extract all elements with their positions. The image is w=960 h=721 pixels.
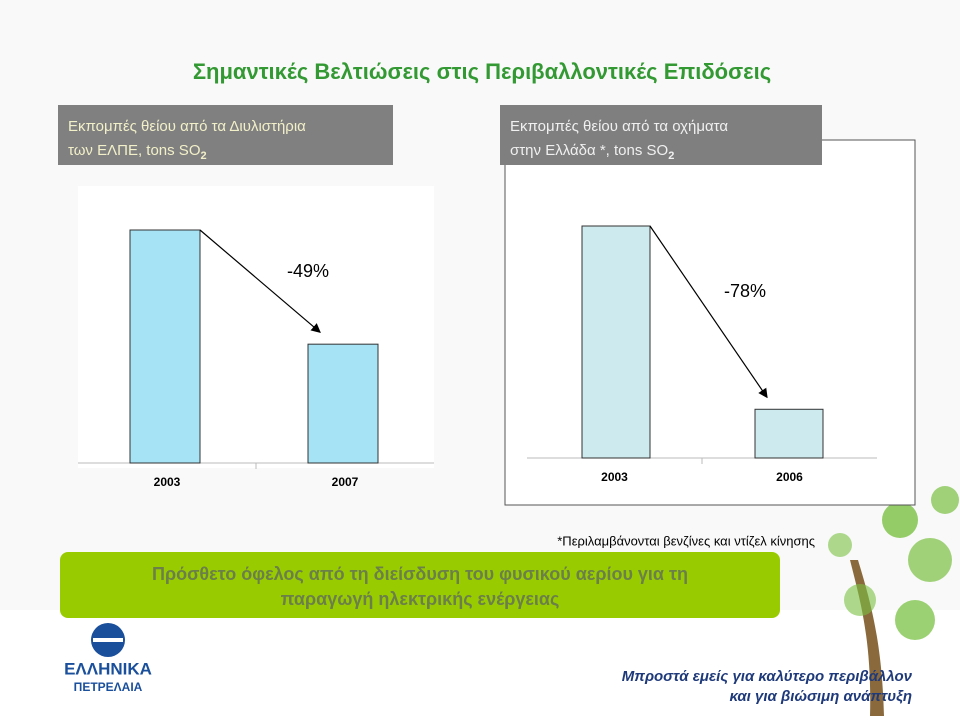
trunk	[850, 560, 884, 716]
header-box	[58, 105, 393, 165]
bar	[129, 229, 201, 464]
chart-subtitle: στην Ελλάδα *, tons SO2	[510, 142, 674, 162]
leaf	[895, 600, 935, 640]
slide-title: Σημαντικές Βελτιώσεις στις Περιβαλλοντικ…	[193, 59, 771, 84]
x-tick-label: 2007	[332, 475, 359, 489]
bar	[307, 343, 379, 464]
leaf	[882, 502, 918, 538]
header-box	[500, 105, 822, 165]
banner-text: παραγωγή ηλεκτρικής ενέργειας	[281, 589, 560, 609]
trend-arrow	[199, 229, 321, 333]
trend-arrow	[649, 225, 768, 399]
change-annotation: -49%	[287, 261, 329, 281]
leaf	[844, 584, 876, 616]
logo-stripe	[93, 638, 123, 642]
subtitle-text: στην Ελλάδα *, tons SO	[510, 142, 668, 159]
leaf	[908, 538, 952, 582]
banner-text: Πρόσθετο όφελος από τη διείσδυση του φυσ…	[152, 564, 688, 584]
logo: ΕΛΛΗΝΙΚΑ ΠΕΤΡΕΛΑΙΑ	[64, 623, 152, 694]
leaf	[828, 533, 852, 557]
x-tick-label: 2006	[776, 470, 803, 484]
banner-box	[60, 552, 780, 618]
footnote: *Περιλαμβάνονται βενζίνες και ντίζελ κίν…	[557, 533, 815, 548]
subscript: 2	[668, 150, 674, 162]
subscript: 2	[200, 150, 206, 162]
chart-title: Εκπομπές θείου από τα Διυλιστήρια	[68, 118, 306, 135]
subtitle-text: των ΕΛΠΕ, tons SO	[68, 142, 200, 159]
logo-text: ΕΛΛΗΝΙΚΑ	[64, 659, 152, 678]
bar	[754, 408, 824, 459]
leaf	[931, 486, 959, 514]
chart-subtitle: των ΕΛΠΕ, tons SO2	[68, 142, 207, 162]
x-tick-label: 2003	[154, 475, 181, 489]
right-panel	[504, 139, 916, 506]
slogan: και για βιώσιμη ανάπτυξη	[729, 688, 912, 705]
change-annotation: -78%	[724, 281, 766, 301]
bar	[581, 225, 651, 459]
x-tick-label: 2003	[601, 470, 628, 484]
slogan: Μπροστά εμείς για καλύτερο περιβάλλον	[622, 668, 913, 685]
chart-title: Εκπομπές θείου από τα οχήματα	[510, 118, 728, 135]
logo-text: ΠΕΤΡΕΛΑΙΑ	[74, 680, 143, 694]
